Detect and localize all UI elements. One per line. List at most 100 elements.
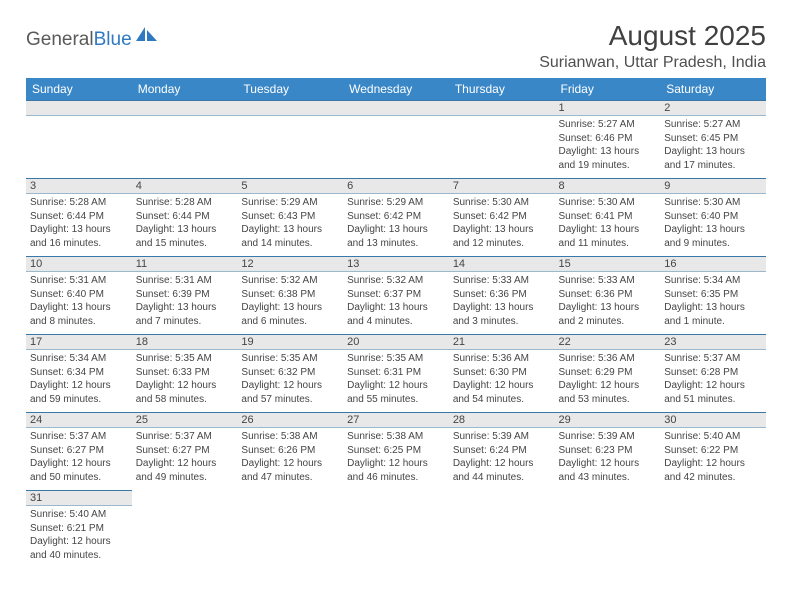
day-line: and 47 minutes. [241,471,339,485]
day-number: 28 [449,413,555,428]
day-header: Saturday [660,78,766,101]
day-cell: 25Sunrise: 5:37 AMSunset: 6:27 PMDayligh… [132,413,238,491]
day-line: Sunrise: 5:35 AM [136,352,234,366]
day-line: and 43 minutes. [559,471,657,485]
day-line: Sunrise: 5:28 AM [30,196,128,210]
page: GeneralBlue August 2025 Surianwan, Uttar… [0,0,792,569]
day-line: and 8 minutes. [30,315,128,329]
day-line: Daylight: 13 hours [30,301,128,315]
day-details: Sunrise: 5:38 AMSunset: 6:26 PMDaylight:… [237,428,343,486]
day-cell: 23Sunrise: 5:37 AMSunset: 6:28 PMDayligh… [660,335,766,413]
day-line: Sunset: 6:36 PM [453,288,551,302]
day-line: and 14 minutes. [241,237,339,251]
day-line: and 42 minutes. [664,471,762,485]
day-line: and 12 minutes. [453,237,551,251]
day-line: and 46 minutes. [347,471,445,485]
day-line: Sunrise: 5:30 AM [453,196,551,210]
day-line: Daylight: 13 hours [664,223,762,237]
day-number: 8 [555,179,661,194]
day-details: Sunrise: 5:37 AMSunset: 6:27 PMDaylight:… [26,428,132,486]
day-line: Sunset: 6:21 PM [30,522,128,536]
day-line: Daylight: 12 hours [559,457,657,471]
header: GeneralBlue August 2025 Surianwan, Uttar… [26,20,766,72]
day-cell: 16Sunrise: 5:34 AMSunset: 6:35 PMDayligh… [660,257,766,335]
title-block: August 2025 Surianwan, Uttar Pradesh, In… [539,20,766,72]
day-details: Sunrise: 5:29 AMSunset: 6:43 PMDaylight:… [237,194,343,252]
day-header: Tuesday [237,78,343,101]
day-line: Daylight: 13 hours [559,145,657,159]
day-line: Daylight: 12 hours [136,379,234,393]
day-cell [343,101,449,179]
day-line: Daylight: 12 hours [664,379,762,393]
day-line: Daylight: 13 hours [241,223,339,237]
day-line: Sunset: 6:31 PM [347,366,445,380]
day-line: Sunrise: 5:33 AM [453,274,551,288]
day-line: Daylight: 12 hours [453,457,551,471]
day-cell [343,491,449,569]
day-details: Sunrise: 5:28 AMSunset: 6:44 PMDaylight:… [26,194,132,252]
day-details: Sunrise: 5:39 AMSunset: 6:24 PMDaylight:… [449,428,555,486]
day-header: Thursday [449,78,555,101]
day-line: Sunset: 6:39 PM [136,288,234,302]
day-details: Sunrise: 5:27 AMSunset: 6:45 PMDaylight:… [660,116,766,174]
day-number: 25 [132,413,238,428]
day-line: Daylight: 12 hours [30,535,128,549]
day-cell: 28Sunrise: 5:39 AMSunset: 6:24 PMDayligh… [449,413,555,491]
day-cell: 18 Sunrise: 5:35 AMSunset: 6:33 PMDayligh… [132,335,238,413]
day-number: 18 [132,335,238,350]
day-number: 31 [26,491,132,506]
day-line: Daylight: 13 hours [453,301,551,315]
day-line: Sunrise: 5:29 AM [241,196,339,210]
day-line: Daylight: 13 hours [347,223,445,237]
day-line: Sunset: 6:23 PM [559,444,657,458]
logo-text-general: General [26,29,94,51]
day-cell [660,491,766,569]
day-number: 24 [26,413,132,428]
day-line: Sunset: 6:42 PM [453,210,551,224]
day-details: Sunrise: 5:29 AMSunset: 6:42 PMDaylight:… [343,194,449,252]
day-cell: 24Sunrise: 5:37 AMSunset: 6:27 PMDayligh… [26,413,132,491]
day-line: Daylight: 12 hours [347,457,445,471]
day-line: Sunrise: 5:28 AM [136,196,234,210]
day-line: Sunset: 6:36 PM [559,288,657,302]
day-number: 10 [26,257,132,272]
day-line: Sunset: 6:38 PM [241,288,339,302]
day-line: and 4 minutes. [347,315,445,329]
day-line: Sunset: 6:26 PM [241,444,339,458]
day-line: Sunset: 6:41 PM [559,210,657,224]
day-line: and 3 minutes. [453,315,551,329]
day-line: Daylight: 13 hours [559,223,657,237]
day-line: Sunrise: 5:39 AM [559,430,657,444]
day-line: Daylight: 12 hours [30,379,128,393]
day-line: Sunrise: 5:40 AM [664,430,762,444]
day-line: Sunset: 6:34 PM [30,366,128,380]
day-cell: 29Sunrise: 5:39 AMSunset: 6:23 PMDayligh… [555,413,661,491]
day-details: Sunrise: 5:35 AMSunset: 6:31 PMDaylight:… [343,350,449,408]
day-number: 26 [237,413,343,428]
week-row: 31Sunrise: 5:40 AMSunset: 6:21 PMDayligh… [26,491,766,569]
day-line: Sunset: 6:45 PM [664,132,762,146]
day-line: Daylight: 12 hours [241,457,339,471]
day-header: Friday [555,78,661,101]
day-line: Sunrise: 5:35 AM [347,352,445,366]
day-line: Daylight: 13 hours [664,301,762,315]
week-row: 24Sunrise: 5:37 AMSunset: 6:27 PMDayligh… [26,413,766,491]
day-cell: 7Sunrise: 5:30 AMSunset: 6:42 PMDaylight… [449,179,555,257]
day-line: and 11 minutes. [559,237,657,251]
day-cell [132,491,238,569]
day-details: Sunrise: 5:36 AMSunset: 6:29 PMDaylight:… [555,350,661,408]
empty-day-header [132,101,238,116]
day-line: Daylight: 13 hours [241,301,339,315]
day-line: Sunset: 6:43 PM [241,210,339,224]
day-line: and 2 minutes. [559,315,657,329]
day-cell: 5Sunrise: 5:29 AMSunset: 6:43 PMDaylight… [237,179,343,257]
day-cell: 22Sunrise: 5:36 AMSunset: 6:29 PMDayligh… [555,335,661,413]
day-number: 21 [449,335,555,350]
day-line: Sunrise: 5:27 AM [559,118,657,132]
day-details: Sunrise: 5:30 AMSunset: 6:41 PMDaylight:… [555,194,661,252]
day-line: Sunset: 6:33 PM [136,366,234,380]
day-line: Sunrise: 5:38 AM [241,430,339,444]
day-line: Sunrise: 5:31 AM [136,274,234,288]
day-line: and 58 minutes. [136,393,234,407]
day-line: Sunset: 6:30 PM [453,366,551,380]
